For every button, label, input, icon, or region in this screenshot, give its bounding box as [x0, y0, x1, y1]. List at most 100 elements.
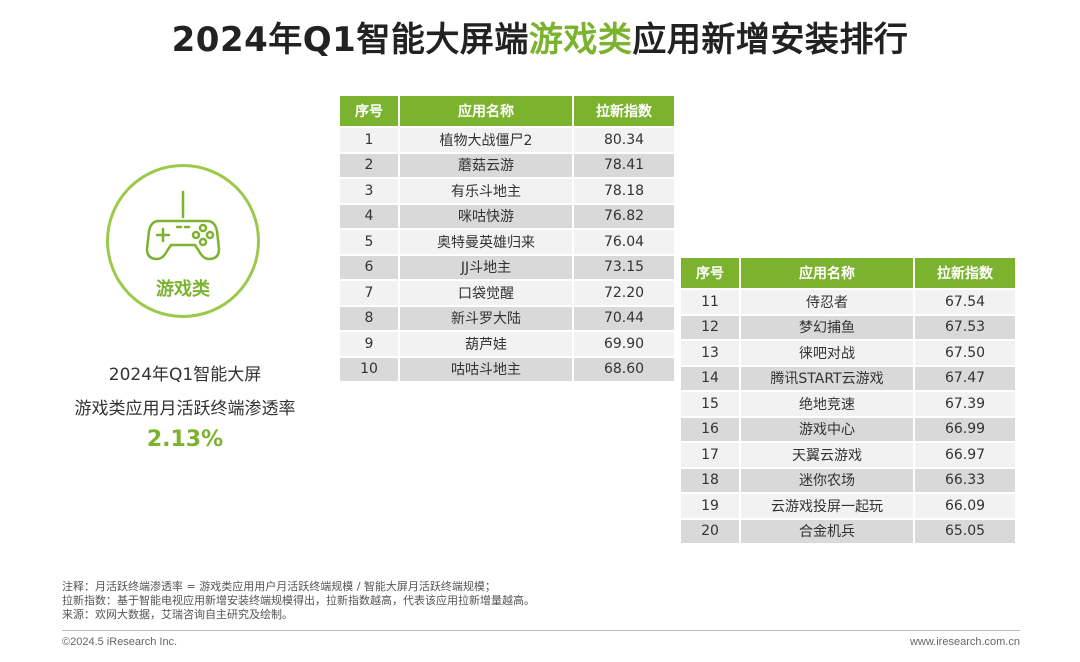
badge-label: 游戏类 — [156, 279, 210, 300]
app-name-cell: JJ斗地主 — [400, 255, 574, 279]
rank-cell: 6 — [340, 255, 400, 279]
rank-cell: 5 — [340, 230, 400, 254]
table-row: 16 游戏中心 66.99 — [681, 417, 1015, 441]
index-cell: 67.54 — [915, 290, 1015, 314]
app-name-cell: 有乐斗地主 — [400, 179, 574, 203]
index-cell: 66.99 — [915, 417, 1015, 441]
header-index: 拉新指数 — [574, 96, 674, 126]
index-cell: 78.18 — [574, 179, 674, 203]
index-cell: 78.41 — [574, 153, 674, 177]
index-cell: 76.82 — [574, 204, 674, 228]
rank-cell: 2 — [340, 153, 400, 177]
title-highlight: 游戏类 — [528, 20, 633, 60]
rank-cell: 3 — [340, 179, 400, 203]
app-name-cell: 绝地竞速 — [741, 392, 915, 416]
rank-cell: 7 — [340, 281, 400, 305]
gamepad-icon — [145, 191, 221, 261]
rank-cell: 1 — [340, 128, 400, 152]
index-cell: 67.47 — [915, 366, 1015, 390]
index-cell: 67.53 — [915, 315, 1015, 339]
index-cell: 72.20 — [574, 281, 674, 305]
page-title: 2024年Q1智能大屏端游戏类应用新增安装排行 — [0, 12, 1080, 61]
index-cell: 66.33 — [915, 468, 1015, 492]
table-row: 1 植物大战僵尸2 80.34 — [340, 128, 674, 152]
note-source: 来源：欢网大数据，艾瑞咨询自主研究及绘制。 — [62, 608, 293, 621]
index-cell: 67.39 — [915, 392, 1015, 416]
copyright-text: ©2024.5 iResearch Inc. — [62, 636, 178, 648]
table-row: 20 合金机兵 65.05 — [681, 519, 1015, 543]
app-name-cell: 新斗罗大陆 — [400, 306, 574, 330]
table-row: 4 咪咕快游 76.82 — [340, 204, 674, 228]
index-cell: 73.15 — [574, 255, 674, 279]
header-rank: 序号 — [681, 258, 741, 288]
index-cell: 65.05 — [915, 519, 1015, 543]
penetration-rate-value: 2.13% — [146, 427, 224, 452]
index-cell: 66.97 — [915, 443, 1015, 467]
note-definition: 注释：月活跃终端渗透率 = 游戏类应用用户月活跃终端规模 / 智能大屏月活跃终端… — [62, 580, 496, 593]
table-row: 12 梦幻捕鱼 67.53 — [681, 315, 1015, 339]
index-cell: 66.09 — [915, 494, 1015, 518]
rank-cell: 9 — [340, 332, 400, 356]
rank-cell: 19 — [681, 494, 741, 518]
table-header-row: 序号 应用名称 拉新指数 — [681, 258, 1015, 288]
table-row: 10 咕咕斗地主 68.60 — [340, 357, 674, 381]
header-rank: 序号 — [340, 96, 400, 126]
table-row: 5 奥特曼英雄归来 76.04 — [340, 230, 674, 254]
note-index: 拉新指数：基于智能电视应用新增安装终端规模得出，拉新指数越高，代表该应用拉新增量… — [62, 594, 535, 607]
header-app-name: 应用名称 — [400, 96, 574, 126]
footer-divider — [62, 630, 1020, 631]
app-name-cell: 天翼云游戏 — [741, 443, 915, 467]
index-cell: 69.90 — [574, 332, 674, 356]
table-row: 11 侍忍者 67.54 — [681, 290, 1015, 314]
app-name-cell: 合金机兵 — [741, 519, 915, 543]
rank-cell: 13 — [681, 341, 741, 365]
table-row: 9 葫芦娃 69.90 — [340, 332, 674, 356]
app-name-cell: 游戏中心 — [741, 417, 915, 441]
index-cell: 76.04 — [574, 230, 674, 254]
table-row: 2 蘑菇云游 78.41 — [340, 153, 674, 177]
title-prefix: 2024年Q1智能大屏端 — [171, 20, 529, 60]
app-name-cell: 云游戏投屏一起玩 — [741, 494, 915, 518]
table-row: 14 腾讯START云游戏 67.47 — [681, 366, 1015, 390]
table-row: 8 新斗罗大陆 70.44 — [340, 306, 674, 330]
table-row: 17 天翼云游戏 66.97 — [681, 443, 1015, 467]
rank-cell: 11 — [681, 290, 741, 314]
rank-cell: 14 — [681, 366, 741, 390]
app-name-cell: 蘑菇云游 — [400, 153, 574, 177]
app-name-cell: 腾讯START云游戏 — [741, 366, 915, 390]
table-row: 19 云游戏投屏一起玩 66.09 — [681, 494, 1015, 518]
index-cell: 68.60 — [574, 357, 674, 381]
app-name-cell: 迷你农场 — [741, 468, 915, 492]
title-suffix: 应用新增安装排行 — [632, 20, 909, 60]
rank-cell: 18 — [681, 468, 741, 492]
app-name-cell: 徕吧对战 — [741, 341, 915, 365]
index-cell: 80.34 — [574, 128, 674, 152]
header-app-name: 应用名称 — [741, 258, 915, 288]
footnotes: 注释：月活跃终端渗透率 = 游戏类应用用户月活跃终端规模 / 智能大屏月活跃终端… — [62, 580, 535, 622]
stat-label-line1: 2024年Q1智能大屏 — [108, 365, 262, 385]
ranking-table-top10: 序号 应用名称 拉新指数 1 植物大战僵尸2 80.34 2 蘑菇云游 78.41 3 有乐斗… — [340, 94, 674, 383]
rank-cell: 20 — [681, 519, 741, 543]
rank-cell: 10 — [340, 357, 400, 381]
app-name-cell: 咕咕斗地主 — [400, 357, 574, 381]
table-row: 13 徕吧对战 67.50 — [681, 341, 1015, 365]
rank-cell: 16 — [681, 417, 741, 441]
rank-cell: 12 — [681, 315, 741, 339]
index-cell: 70.44 — [574, 306, 674, 330]
ranking-table-11-20: 序号 应用名称 拉新指数 11 侍忍者 67.54 12 梦幻捕鱼 67.53 13 徕吧对战… — [681, 256, 1015, 545]
table-row: 15 绝地竞速 67.39 — [681, 392, 1015, 416]
rank-cell: 4 — [340, 204, 400, 228]
app-name-cell: 口袋觉醒 — [400, 281, 574, 305]
category-badge: 游戏类 — [106, 164, 260, 318]
app-name-cell: 植物大战僵尸2 — [400, 128, 574, 152]
table-row: 7 口袋觉醒 72.20 — [340, 281, 674, 305]
app-name-cell: 侍忍者 — [741, 290, 915, 314]
app-name-cell: 咪咕快游 — [400, 204, 574, 228]
stat-label-line2: 游戏类应用月活跃终端渗透率 — [74, 399, 296, 419]
app-name-cell: 奥特曼英雄归来 — [400, 230, 574, 254]
table-row: 6 JJ斗地主 73.15 — [340, 255, 674, 279]
rank-cell: 8 — [340, 306, 400, 330]
header-index: 拉新指数 — [915, 258, 1015, 288]
app-name-cell: 梦幻捕鱼 — [741, 315, 915, 339]
table-header-row: 序号 应用名称 拉新指数 — [340, 96, 674, 126]
